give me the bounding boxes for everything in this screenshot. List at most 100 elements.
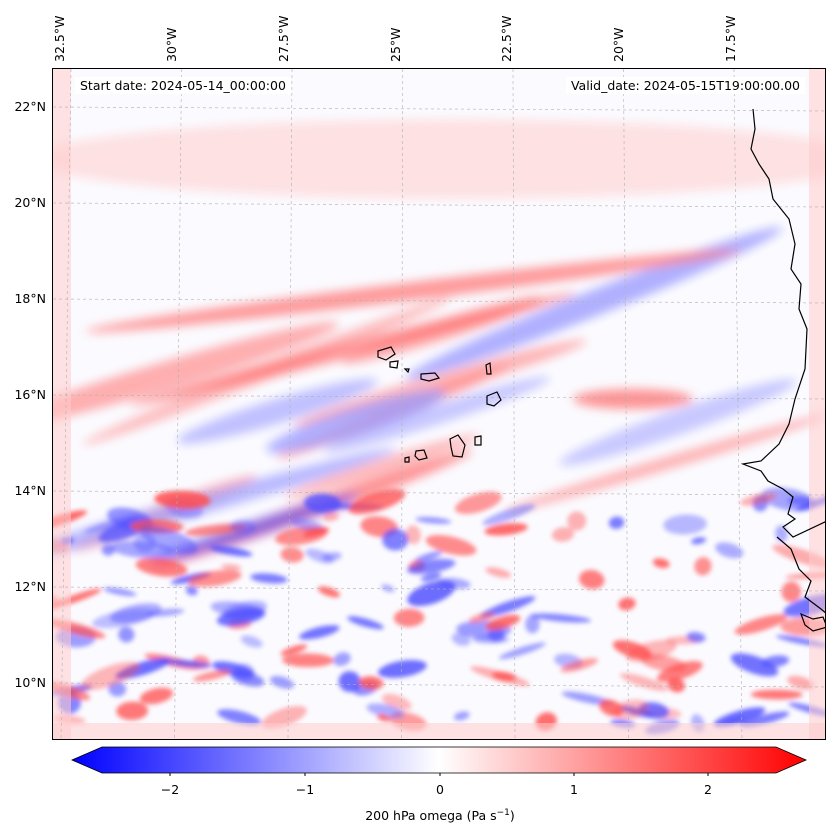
- omega-feature: [161, 659, 212, 668]
- omega-feature: [691, 537, 707, 545]
- omega-feature: [53, 322, 339, 431]
- colorbar-label-close: ): [509, 808, 515, 824]
- omega-feature: [303, 527, 330, 538]
- omega-feature: [348, 489, 406, 515]
- omega-feature: [333, 652, 351, 666]
- omega-feature: [280, 644, 308, 656]
- boundary-strip: [53, 723, 825, 739]
- graticule: [53, 69, 825, 739]
- omega-feature: [694, 557, 712, 576]
- africa-coastline: [740, 108, 825, 538]
- omega-feature: [269, 675, 295, 689]
- valid-date-label: Valid_date: 2024-05-15T19:00:00.00: [565, 77, 805, 94]
- omega-feature: [451, 632, 471, 646]
- omega-feature: [282, 653, 334, 668]
- graticule-line: [53, 682, 825, 688]
- bissau-islands: [799, 612, 825, 632]
- omega-feature: [322, 552, 342, 562]
- island-sao-vicente: [389, 360, 399, 369]
- colorbar-bar: [70, 746, 808, 774]
- omega-feature: [485, 567, 512, 578]
- island-brava: [404, 456, 410, 463]
- omega-feature: [468, 612, 496, 623]
- lon-tick-label: 30°W: [164, 27, 179, 62]
- colorbar: [70, 746, 808, 776]
- omega-feature: [530, 613, 592, 623]
- omega-feature: [323, 376, 551, 453]
- omega-feature: [53, 119, 825, 199]
- omega-feature: [730, 653, 779, 677]
- omega-feature: [740, 492, 778, 506]
- map-panel: Start date: 2024-05-14_00:00:00 Valid_da…: [52, 68, 826, 740]
- omega-feature: [619, 673, 668, 691]
- omega-feature: [299, 625, 340, 640]
- omega-feature: [787, 675, 815, 690]
- omega-feature: [139, 687, 173, 705]
- omega-feature: [407, 580, 456, 607]
- island-sal: [485, 362, 492, 375]
- graticule-line: [623, 69, 629, 739]
- omega-feature: [116, 701, 149, 721]
- omega-feature: [715, 542, 744, 559]
- omega-blobs: [53, 119, 825, 572]
- colorbar-tick-label: 1: [570, 782, 578, 797]
- omega-feature: [230, 520, 256, 535]
- graticule-line: [512, 69, 516, 739]
- omega-feature: [221, 563, 242, 571]
- omega-feature: [567, 511, 587, 531]
- omega-feature: [425, 534, 477, 556]
- omega-feature: [139, 525, 198, 555]
- colorbar-tick-label: 0: [436, 782, 444, 797]
- omega-feature: [472, 635, 510, 644]
- omega-feature: [358, 676, 384, 690]
- omega-feature: [657, 661, 703, 683]
- lat-tick-label: 14°N: [14, 483, 46, 498]
- omega-feature: [415, 517, 452, 524]
- omega-feature: [266, 389, 447, 453]
- omega-feature: [317, 586, 341, 598]
- omega-feature: [210, 601, 266, 619]
- omega-feature: [618, 597, 636, 611]
- omega-feature: [781, 581, 802, 603]
- omega-feature: [185, 585, 198, 596]
- boundary-strip: [53, 69, 71, 739]
- omega-field-map: [53, 69, 825, 739]
- graticule-line: [733, 69, 743, 739]
- graticule-line: [53, 202, 825, 208]
- lat-tick-label: 18°N: [14, 291, 46, 306]
- coastline: [377, 108, 825, 632]
- omega-feature: [103, 587, 137, 597]
- omega-feature: [484, 523, 528, 536]
- omega-feature: [193, 669, 231, 682]
- omega-feature: [504, 414, 825, 512]
- omega-feature: [573, 389, 693, 409]
- island-santo-antao: [377, 346, 396, 361]
- omega-feature: [479, 596, 536, 618]
- omega-feature: [118, 626, 135, 643]
- lon-tick-label: 20°W: [611, 27, 626, 62]
- omega-feature: [453, 711, 470, 721]
- omega-feature: [378, 659, 427, 678]
- lon-tick-label: 22.5°W: [499, 15, 514, 62]
- omega-feature: [304, 493, 341, 513]
- omega-feature: [608, 516, 625, 529]
- omega-feature: [761, 655, 790, 668]
- omega-feature: [667, 678, 685, 693]
- colorbar-tick-label: 2: [704, 782, 712, 797]
- omega-feature: [750, 689, 803, 700]
- island-boa-vista: [486, 391, 502, 407]
- coast-inlet: [776, 536, 825, 614]
- boundary-strip: [809, 69, 825, 739]
- lat-tick-label: 10°N: [14, 675, 46, 690]
- omega-contour-field: [53, 69, 825, 739]
- island-santiago: [449, 434, 466, 458]
- colorbar-tick-label: −1: [295, 782, 315, 797]
- island-fogo: [414, 449, 428, 461]
- colorbar-label-exponent: −1: [496, 808, 510, 818]
- omega-feature: [323, 512, 339, 522]
- omega-feature: [734, 614, 788, 635]
- omega-feature: [85, 249, 741, 333]
- omega-feature: [482, 504, 536, 526]
- omega-feature: [559, 379, 797, 466]
- omega-speckle: [53, 487, 825, 735]
